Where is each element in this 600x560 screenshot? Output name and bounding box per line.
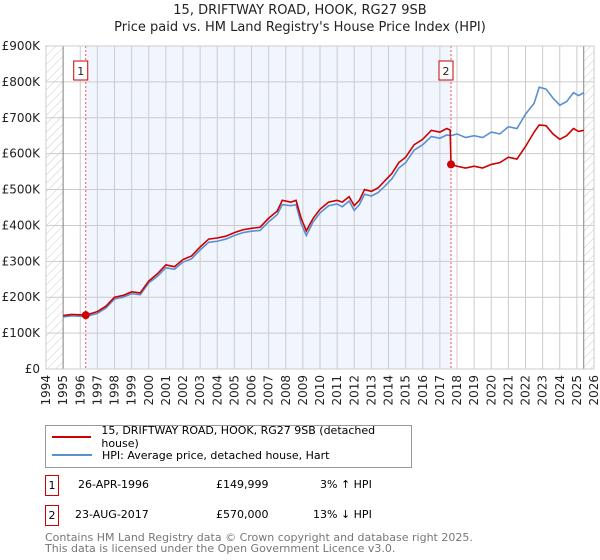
x-tick-label: 1994 — [39, 375, 53, 406]
transaction-hpi: 13% ↓ HPI — [313, 508, 372, 521]
sale-point — [447, 160, 456, 169]
footer-licence: This data is licensed under the Open Gov… — [45, 542, 396, 555]
transaction-badge: 2 — [45, 505, 59, 526]
plot-border — [45, 45, 595, 370]
x-tick-label: 2001 — [159, 375, 173, 406]
x-tick-label: 2004 — [210, 375, 224, 406]
transaction-price: £570,000 — [216, 508, 269, 521]
sale-badge-box — [438, 60, 454, 81]
x-tick-label: 2025 — [570, 375, 584, 406]
y-tick-label: £900K — [2, 39, 42, 53]
x-tick-label: 2014 — [382, 375, 396, 406]
x-tick-label: 2011 — [330, 375, 344, 406]
x-tick-label: 2009 — [296, 375, 310, 406]
x-tick-label: 2020 — [484, 375, 498, 406]
x-tick-label: 2012 — [347, 375, 361, 406]
x-tick-label: 2000 — [142, 375, 156, 406]
x-tick-label: 2022 — [519, 375, 533, 406]
transaction-row: 2 23-AUG-2017 £570,000 13% ↓ HPI — [45, 505, 545, 526]
hpi-line — [63, 86, 585, 318]
price-chart: 1994 1995 1996 1997 1998 1999 2000 2001 2002 2003… — [2, 39, 600, 406]
legend-item-hpi: HPI: Average price, detached house, Hart — [52, 447, 329, 463]
x-tick-label: 2005 — [227, 375, 241, 406]
x-tick-label: 2017 — [433, 375, 447, 406]
x-tick-label: 1998 — [108, 375, 122, 406]
x-tick-label: 2021 — [501, 375, 515, 406]
sale-point — [81, 311, 90, 320]
x-tick-label: 2010 — [313, 375, 327, 406]
y-tick-label: £100K — [2, 326, 42, 340]
chart-subtitle: Price paid vs. HM Land Registry's House … — [114, 20, 486, 35]
x-tick-label: 2016 — [416, 375, 430, 406]
legend-swatch-blue — [52, 454, 92, 456]
no-data-hatch-left — [46, 46, 64, 369]
y-tick-label: £500K — [2, 183, 42, 197]
chart-title: 15, DRIFTWAY ROAD, HOOK, RG27 9SB — [173, 3, 427, 18]
x-tick-label: 2006 — [245, 375, 259, 406]
y-tick-label: £800K — [2, 75, 42, 89]
no-data-hatch-right — [583, 46, 594, 369]
x-tick-label: 2019 — [467, 375, 481, 406]
legend-swatch-red — [52, 436, 92, 438]
legend-label: HPI: Average price, detached house, Hart — [102, 448, 330, 462]
legend-label: 15, DRIFTWAY ROAD, HOOK, RG27 9SB (detac… — [101, 424, 376, 450]
y-tick-label: £200K — [2, 290, 42, 304]
sale-badge-label: 1 — [77, 65, 84, 78]
transaction-date: 23-AUG-2017 — [75, 508, 149, 521]
sale-badge-label: 2 — [443, 65, 450, 78]
y-tick-label: £400K — [2, 218, 42, 232]
x-tick-label: 1997 — [90, 375, 104, 406]
x-tick-label: 2003 — [193, 375, 207, 406]
x-tick-label: 2024 — [553, 375, 567, 406]
y-tick-label: £700K — [2, 111, 42, 125]
x-tick-label: 2002 — [176, 375, 190, 406]
footer-copyright: Contains HM Land Registry data © Crown c… — [45, 531, 473, 544]
transaction-hpi: 3% ↑ HPI — [320, 478, 372, 491]
x-tick-label: 1999 — [125, 375, 139, 406]
x-tick-label: 2007 — [262, 375, 276, 406]
sale-badge-box — [73, 60, 89, 81]
transaction-badge: 1 — [45, 475, 59, 496]
transaction-price: £149,999 — [216, 478, 269, 491]
transaction-row: 1 26-APR-1996 £149,999 3% ↑ HPI — [45, 475, 545, 496]
property-price-line — [63, 124, 584, 317]
legend: 15, DRIFTWAY ROAD, HOOK, RG27 9SB (detac… — [45, 424, 412, 468]
x-tick-label: 1995 — [56, 375, 70, 406]
x-tick-label: 2026 — [587, 375, 600, 406]
x-tick-label: 2013 — [364, 375, 378, 406]
x-tick-label: 2018 — [450, 375, 464, 406]
y-tick-label: £300K — [2, 254, 42, 268]
x-tick-label: 2015 — [399, 375, 413, 406]
x-tick-label: 2008 — [279, 375, 293, 406]
x-tick-label: 2023 — [536, 375, 550, 406]
transaction-date: 26-APR-1996 — [78, 478, 150, 491]
y-tick-label: £600K — [2, 147, 42, 161]
legend-item-property: 15, DRIFTWAY ROAD, HOOK, RG27 9SB (detac… — [52, 424, 411, 450]
x-tick-label: 1996 — [73, 375, 87, 406]
y-tick-label: £0 — [25, 362, 40, 376]
